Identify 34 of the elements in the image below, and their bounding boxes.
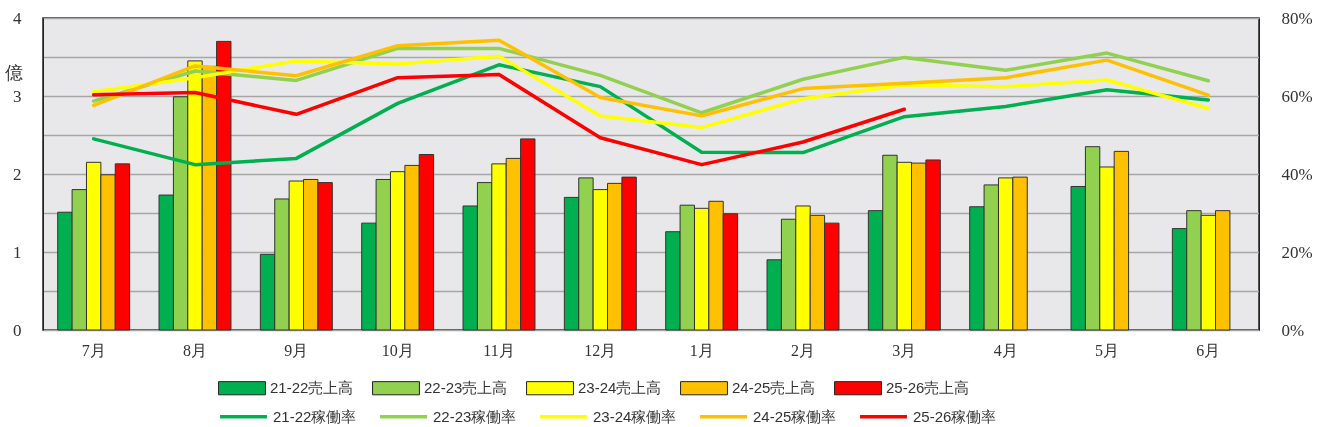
legend-label: 22-23売上高 <box>424 379 508 397</box>
legend-label: 25-26売上高 <box>886 379 970 397</box>
y2-tick-label: 80% <box>1281 8 1313 28</box>
legend-label: 24-25売上高 <box>732 379 816 397</box>
x-tick-label: 7月 <box>81 341 106 359</box>
y2-tick-label: 20% <box>1281 242 1313 262</box>
y-tick-label: 4 <box>13 8 22 28</box>
legend-label: 21-22稼働率 <box>273 407 357 425</box>
legend-label: 25-26稼働率 <box>913 407 997 425</box>
y-axis-title: 億 <box>4 62 23 83</box>
x-tick-label: 1月 <box>689 341 714 359</box>
x-tick-label: 11月 <box>483 341 515 359</box>
y-tick-label: 2 <box>13 164 22 184</box>
x-tick-label: 2月 <box>791 341 815 359</box>
y-tick-label: 0 <box>13 320 22 340</box>
y2-tick-label: 60% <box>1281 86 1313 106</box>
legend-label: 21-22売上高 <box>270 379 354 397</box>
line-series <box>91 63 1211 167</box>
legend-label: 23-24売上高 <box>578 379 662 397</box>
y-tick-label: 1 <box>13 242 22 262</box>
x-tick-label: 10月 <box>381 341 414 359</box>
x-tick-label: 12月 <box>584 341 617 359</box>
x-tick-label: 5月 <box>1095 341 1119 359</box>
x-tick-label: 8月 <box>183 341 207 359</box>
y2-tick-label: 40% <box>1281 164 1313 184</box>
x-tick-label: 6月 <box>1196 341 1221 359</box>
legend-label: 24-25稼働率 <box>753 407 837 425</box>
y-tick-label: 3 <box>13 86 22 106</box>
x-tick-label: 4月 <box>993 341 1018 359</box>
x-tick-label: 9月 <box>284 341 309 359</box>
legend-label: 23-24稼働率 <box>593 407 677 425</box>
legend-label: 22-23稼働率 <box>433 407 517 425</box>
y2-tick-label: 0% <box>1281 320 1305 340</box>
x-tick-label: 3月 <box>892 341 917 359</box>
